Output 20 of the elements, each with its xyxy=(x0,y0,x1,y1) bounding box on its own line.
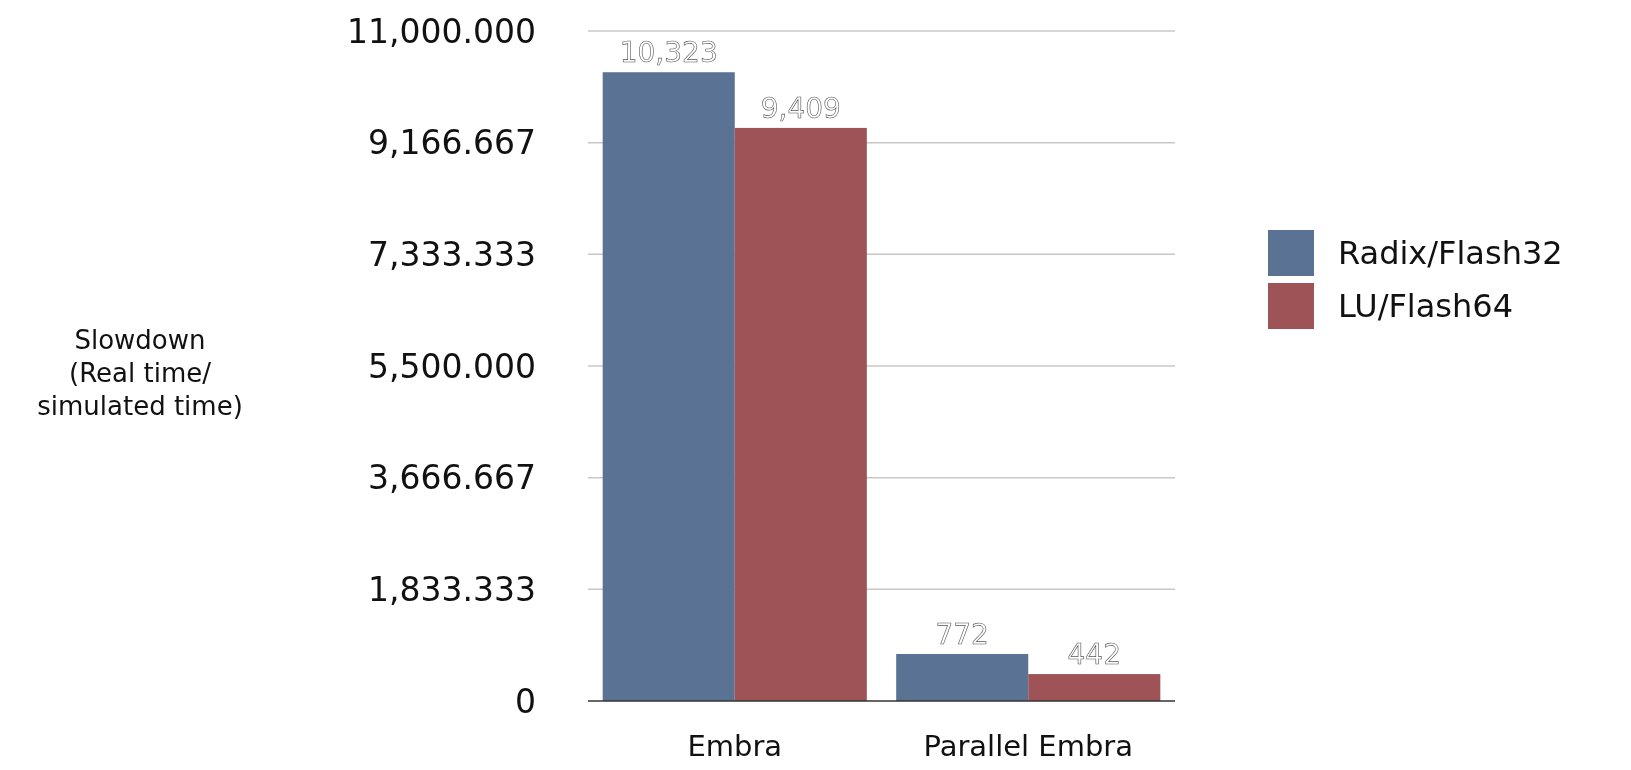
data-label: 9,409 xyxy=(760,91,841,125)
bar xyxy=(602,72,735,701)
x-tick-label: Parallel Embra xyxy=(923,729,1134,763)
bar xyxy=(896,653,1029,701)
data-label: 442 xyxy=(1067,638,1122,672)
bar xyxy=(1028,674,1161,701)
legend-label: LU/Flash64 xyxy=(1338,287,1514,326)
y-axis-title: Slowdown (Real time/ simulated time) xyxy=(37,325,243,421)
data-label: 772 xyxy=(935,617,989,651)
y-tick-label: 7,333.333 xyxy=(368,234,536,274)
y-tick-label: 5,500.000 xyxy=(368,346,536,386)
y-tick-label: 9,166.667 xyxy=(368,123,536,163)
x-tick-label: Embra xyxy=(687,729,783,763)
data-label: 10,323 xyxy=(619,36,718,70)
legend-label: Radix/Flash32 xyxy=(1338,234,1563,273)
y-tick-label: 1,833.333 xyxy=(368,569,536,609)
y-tick-label: 3,666.667 xyxy=(368,458,536,498)
bar xyxy=(734,127,867,701)
y-tick-label: 11,000.000 xyxy=(347,11,536,51)
y-tick-label: 0 xyxy=(515,681,536,721)
